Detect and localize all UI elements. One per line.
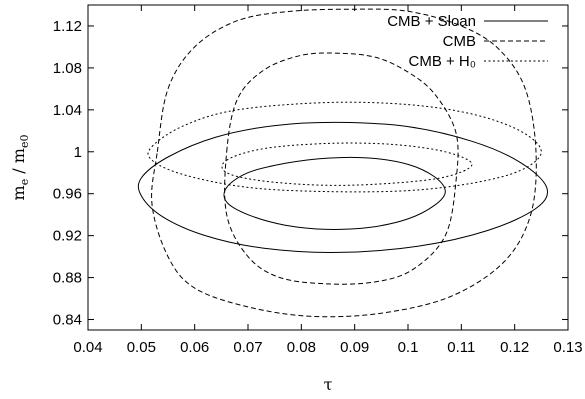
- y-tick-label: 0.84: [53, 312, 82, 329]
- x-tick-label: 0.04: [73, 339, 102, 356]
- y-tick-label: 1.04: [53, 102, 82, 119]
- y-axis-label-part: m: [9, 185, 28, 200]
- contour-series-3-inner: [221, 142, 473, 186]
- y-tick-label: 1: [74, 144, 82, 161]
- y-axis-label-subscript: e0: [18, 135, 31, 149]
- y-tick-label: 1.08: [53, 60, 82, 77]
- contour-layer: [137, 8, 549, 318]
- x-tick-label: 0.05: [127, 339, 156, 356]
- y-axis-label-text: me​ / me0​: [9, 135, 31, 201]
- y-axis-label-part: / m: [9, 148, 28, 179]
- plot-area: [87, 4, 569, 331]
- x-tick-label: 0.11: [447, 339, 475, 356]
- x-tick-label: 0.07: [233, 339, 262, 356]
- y-tick-label: 0.96: [53, 186, 82, 203]
- y-tick-label: 0.88: [53, 270, 82, 287]
- legend: CMB + Sloan CMB CMB + H₀: [387, 13, 548, 70]
- y-axis-label-subscript: e: [18, 179, 31, 186]
- legend-label-3: CMB + H₀: [409, 53, 477, 70]
- x-tick-label: 0.09: [340, 339, 369, 356]
- x-axis-label: τ: [324, 375, 333, 394]
- contour-series-1-outer: [137, 121, 549, 253]
- axis-ticks: 0.04 0.05 0.06 0.07 0.08 0.09 0.1 0.11 0.12 0.13 0…: [53, 5, 583, 356]
- y-axis-label: me​ / me0​: [9, 135, 31, 201]
- plot-frame: [87, 4, 569, 331]
- contour-series-3-outer: [147, 101, 542, 193]
- x-tick-label: 0.1: [398, 339, 419, 356]
- x-tick-label: 0.08: [287, 339, 316, 356]
- contour-series-1-inner: [223, 156, 446, 230]
- legend-label-1: CMB + Sloan: [387, 13, 476, 30]
- legend-label-2: CMB: [443, 33, 476, 50]
- x-tick-label: 0.06: [180, 339, 209, 356]
- y-tick-label: 0.92: [53, 228, 82, 245]
- contour-series-2-outer: [151, 8, 537, 318]
- y-tick-label: 1.12: [53, 18, 82, 35]
- x-tick-label: 0.12: [500, 339, 529, 356]
- x-tick-label: 0.13: [553, 339, 582, 356]
